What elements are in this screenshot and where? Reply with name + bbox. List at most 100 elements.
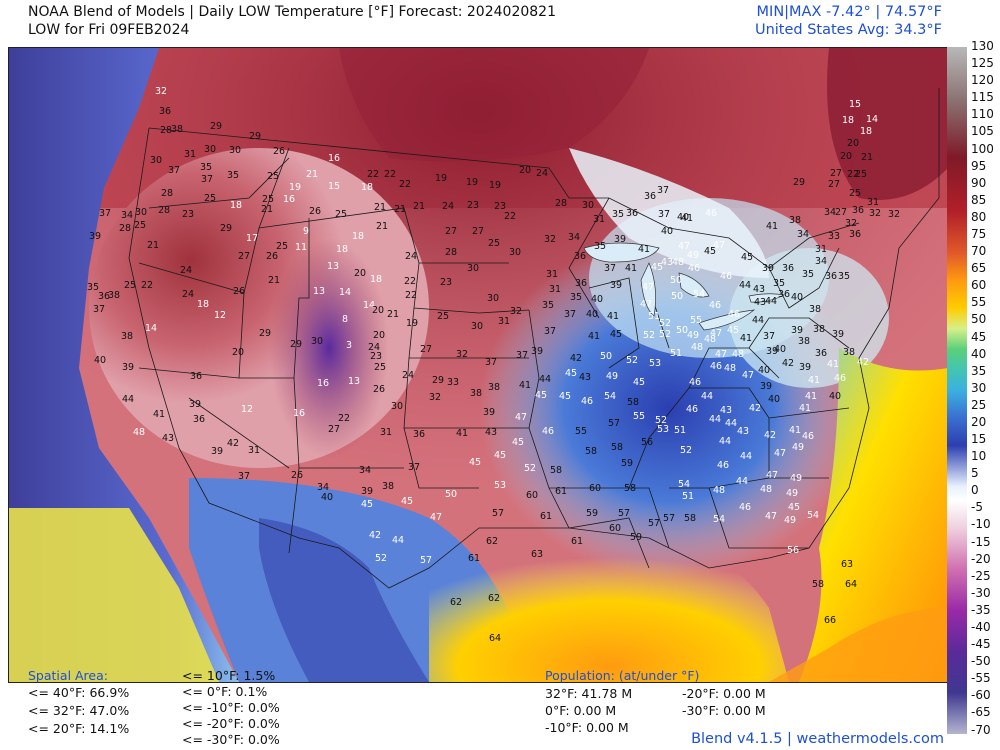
temperature-value-label: 37 (604, 263, 616, 274)
temperature-value-label: 49 (687, 250, 699, 261)
population-stat: 32°F: 41.78 M (545, 686, 633, 701)
temperature-value-label: 43 (753, 284, 765, 295)
temperature-value-label: 32 (544, 234, 556, 245)
temperature-value-label: 20 (373, 330, 385, 341)
temperature-value-label: 28 (119, 223, 131, 234)
temperature-value-label: 50 (445, 489, 457, 500)
temperature-value-label: 24 (442, 201, 454, 212)
temperature-value-label: 34 (824, 207, 836, 218)
temperature-value-label: 28 (158, 205, 170, 216)
temperature-value-label: 30 (150, 155, 162, 166)
temperature-value-label: 29 (793, 177, 805, 188)
temperature-value-label: 39 (799, 362, 811, 373)
scale-tick-label: 105 (971, 124, 994, 139)
temperature-value-label: 31 (498, 316, 510, 327)
temperature-value-label: 20 (840, 151, 852, 162)
scale-tick-label: -10 (971, 517, 991, 532)
temperature-value-label: 13 (348, 376, 360, 387)
temperature-value-label: 47 (742, 370, 754, 381)
temperature-value-label: 32 (456, 349, 468, 360)
temperature-value-label: 41 (805, 391, 817, 402)
temperature-value-label: 57 (618, 508, 630, 519)
temperature-value-label: 31 (815, 244, 827, 255)
temperature-value-label: 38 (488, 382, 500, 393)
scale-tick-label: 65 (971, 261, 987, 276)
temperature-value-label: 44 (736, 476, 748, 487)
temperature-value-label: 30 (204, 144, 216, 155)
temperature-value-label: 39 (614, 234, 626, 245)
temperature-value-label: 38 (171, 124, 183, 135)
temperature-value-label: 37 (408, 462, 420, 473)
temperature-value-label: 44 (739, 280, 751, 291)
temperature-value-label: 37 (657, 185, 669, 196)
scale-tick-label: 110 (971, 107, 994, 122)
temperature-value-label: 39 (762, 263, 774, 274)
temperature-value-label: 14 (866, 114, 878, 125)
temperature-value-label: 29 (220, 223, 232, 234)
temperature-value-label: 45 (788, 502, 800, 513)
temperature-value-label: 45 (559, 391, 571, 402)
minmax-readout: MIN|MAX -7.42° | 74.57°F (756, 4, 942, 20)
temperature-value-label: 57 (492, 508, 504, 519)
scale-tick-label: -20 (971, 551, 991, 566)
temperature-value-label: 47 (640, 299, 652, 310)
temperature-value-label: 36 (778, 289, 790, 300)
temperature-value-label: 31 (380, 427, 392, 438)
temperature-value-label: 56 (641, 437, 653, 448)
temperature-value-label: 37 (485, 357, 497, 368)
temperature-value-label: 40 (661, 226, 673, 237)
temperature-value-label: 43 (485, 427, 497, 438)
temperature-value-label: 29 (249, 131, 261, 142)
temperature-value-label: 30 (471, 321, 483, 332)
temperature-value-label: 61 (571, 536, 583, 547)
temperature-value-label: 38 (813, 324, 825, 335)
temperature-value-label: 47 (713, 240, 725, 251)
temperature-value-label: 41 (153, 409, 165, 420)
temperature-value-label: 18 (860, 126, 872, 137)
temperature-value-label: 52 (524, 463, 536, 474)
temperature-value-label: 43 (754, 297, 766, 308)
atlantic-ocean (799, 348, 948, 682)
temperature-value-label: 52 (655, 415, 667, 426)
temperature-value-label: 33 (447, 377, 459, 388)
temperature-value-label: 37 (516, 350, 528, 361)
temperature-value-label: 29 (290, 339, 302, 350)
temperature-value-label: 15 (328, 181, 340, 192)
scale-tick-label: 85 (971, 192, 987, 207)
temperature-value-label: 16 (328, 153, 340, 164)
temperature-value-label: 41 (799, 403, 811, 414)
temperature-value-label: 58 (627, 397, 639, 408)
temperature-value-label: 41 (638, 244, 650, 255)
temperature-value-label: 41 (519, 380, 531, 391)
temperature-value-label: 63 (841, 559, 853, 570)
temperature-value-label: 48 (724, 363, 736, 374)
temperature-value-label: 44 (122, 394, 134, 405)
temperature-value-label: 35 (802, 269, 814, 280)
temperature-value-label: 46 (686, 404, 698, 415)
temperature-value-label: 27 (472, 226, 484, 237)
canadian-prairies (339, 48, 649, 162)
temperature-value-label: 52 (626, 355, 638, 366)
rockies-cold-core (269, 238, 389, 458)
temperature-value-label: 60 (609, 523, 621, 534)
temperature-value-label: 66 (824, 615, 836, 626)
spatial-stat: <= -30°F: 0.0% (182, 732, 280, 747)
temperature-value-label: 47 (710, 328, 722, 339)
temperature-value-label: 58 (684, 513, 696, 524)
temperature-value-label: 38 (809, 304, 821, 315)
temperature-value-label: 35 (570, 292, 582, 303)
temperature-value-label: 52 (643, 330, 655, 341)
temperature-value-label: 44 (752, 315, 764, 326)
temperature-value-label: 18 (230, 200, 242, 211)
temperature-value-label: 32 (845, 218, 857, 229)
temperature-value-label: 27 (328, 424, 340, 435)
temperature-value-label: 41 (456, 428, 468, 439)
temperature-value-label: 16 (317, 378, 329, 389)
temperature-value-label: 30 (229, 145, 241, 156)
temperature-value-label: 25 (488, 238, 500, 249)
temperature-value-label: 26 (273, 146, 285, 157)
temperature-value-label: 55 (575, 426, 587, 437)
temperature-value-label: 50 (671, 291, 683, 302)
temperature-value-label: 48 (732, 349, 744, 360)
temperature-value-label: 59 (586, 508, 598, 519)
